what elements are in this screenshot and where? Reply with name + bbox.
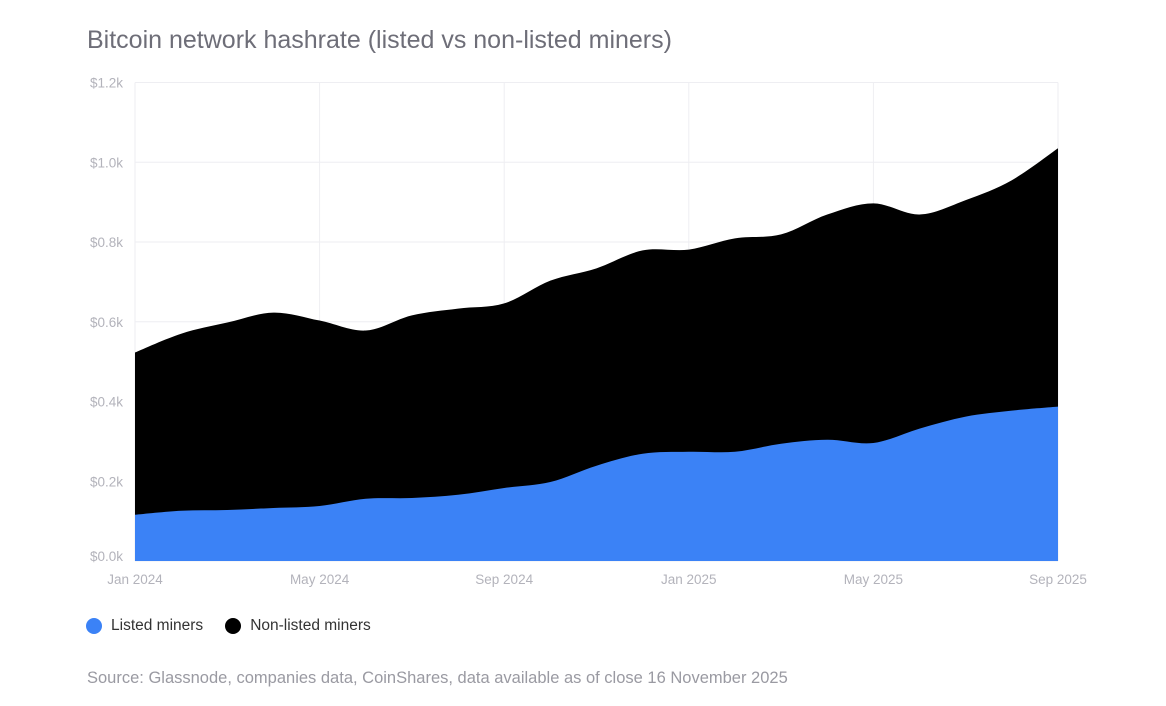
y-tick-label: $1.0k [90, 155, 123, 170]
area-listed-miners [135, 406, 1058, 561]
legend-label-non-listed: Non-listed miners [250, 617, 371, 634]
chart-title: Bitcoin network hashrate (listed vs non-… [87, 26, 672, 54]
x-tick-label: Jan 2025 [661, 572, 717, 587]
legend-label-listed: Listed miners [111, 617, 204, 634]
y-tick-label: $0.8k [90, 235, 123, 250]
x-tick-label: May 2024 [290, 572, 350, 587]
y-tick-label: $0.6k [90, 315, 123, 330]
x-tick-label: Jan 2024 [107, 572, 163, 587]
legend-item-non-listed: Non-listed miners [225, 617, 371, 635]
y-tick-label: $1.2k [90, 76, 123, 91]
legend-swatch-listed [86, 618, 102, 634]
y-tick-label: $0.2k [90, 474, 123, 489]
x-tick-label: Sep 2025 [1029, 572, 1087, 587]
legend-item-listed: Listed miners [86, 617, 203, 635]
y-tick-label: $0.4k [90, 395, 123, 410]
y-tick-label: $0.0k [90, 549, 123, 564]
legend-swatch-non-listed [225, 618, 242, 634]
x-tick-label: May 2025 [844, 572, 903, 587]
legend: Listed miners Non-listed miners [86, 617, 393, 635]
source-note: Source: Glassnode, companies data, CoinS… [87, 669, 788, 687]
x-tick-label: Sep 2024 [475, 572, 533, 587]
